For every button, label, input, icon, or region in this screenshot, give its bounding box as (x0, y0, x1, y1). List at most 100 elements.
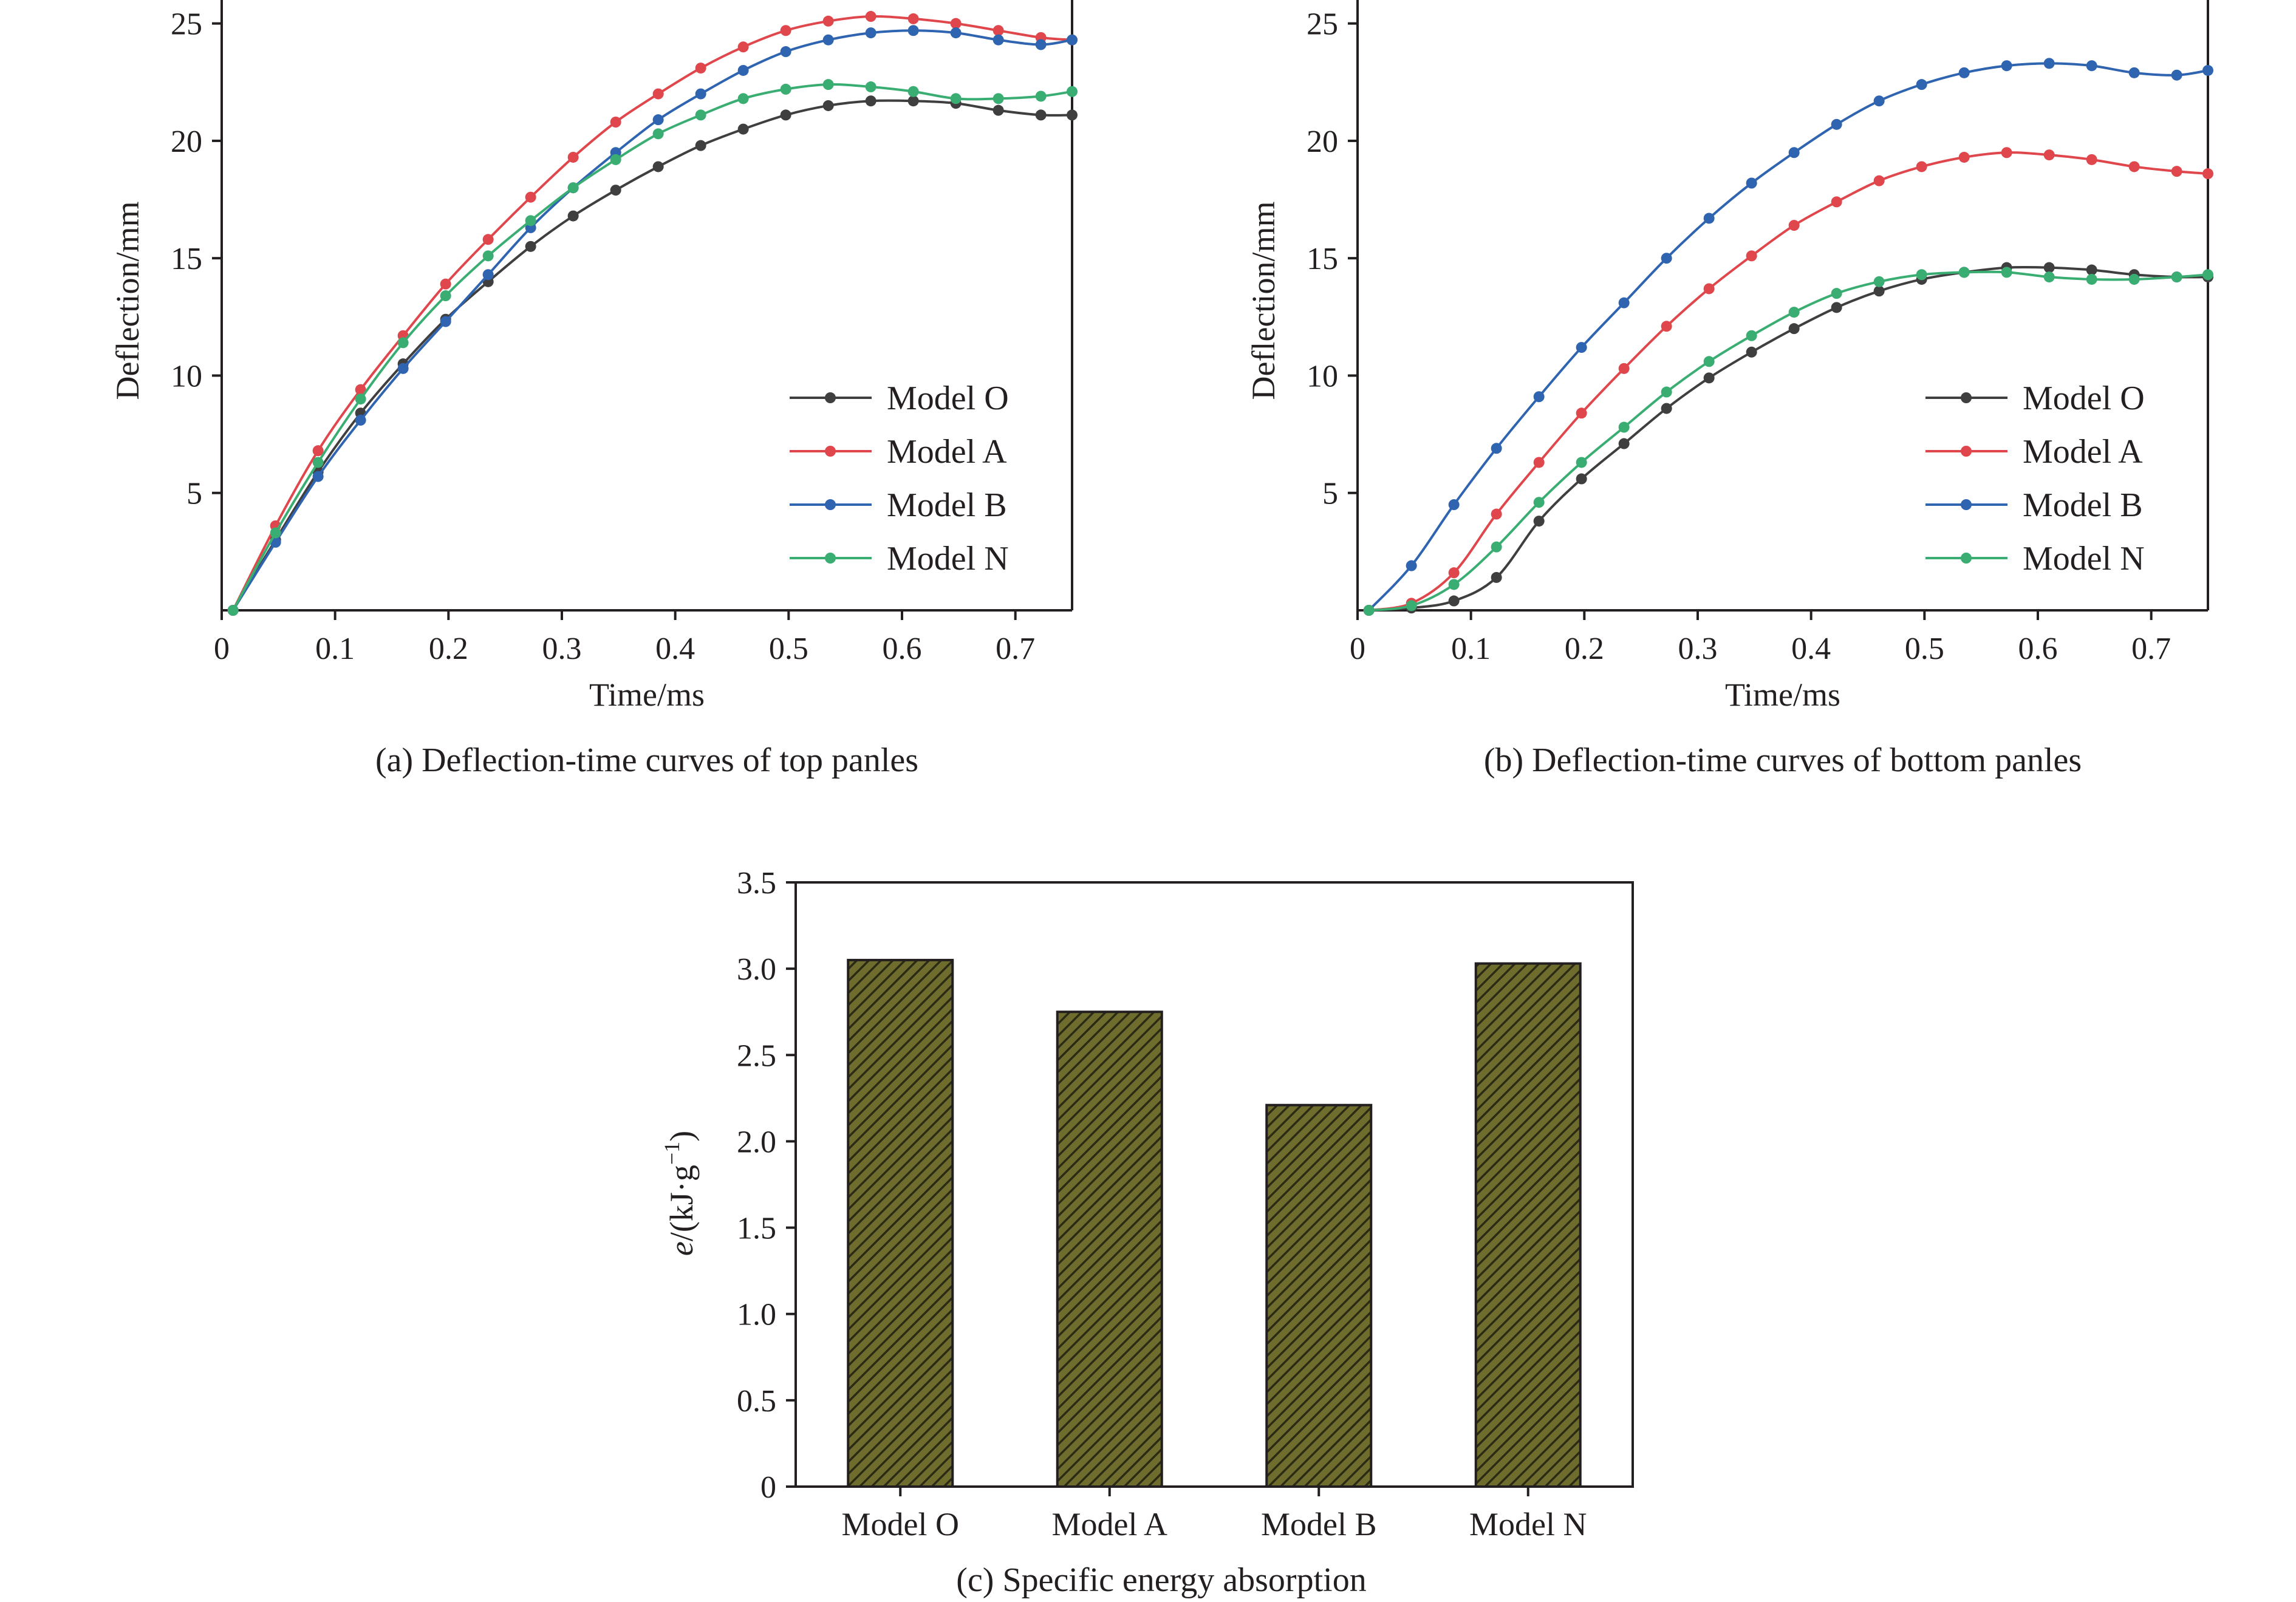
y-axis-label-c-unit: /(kJ·g (663, 1165, 700, 1241)
data-point-model-a-b (2171, 166, 2182, 177)
data-point-model-a-b (1703, 283, 1715, 295)
data-point-model-o-b (1873, 285, 1885, 297)
data-point-model-o-a (737, 123, 749, 135)
data-point-model-a-b (1788, 220, 1800, 231)
data-point-model-b-b (2128, 67, 2140, 78)
data-point-model-n-a (737, 93, 749, 104)
legend-marker-model-a-b (1961, 446, 1972, 457)
data-point-model-b-a (780, 46, 791, 58)
data-point-model-n-b (1916, 269, 1927, 281)
data-point-model-b-b (2086, 60, 2097, 72)
data-point-model-a-a (993, 25, 1004, 36)
data-point-model-n-a (525, 215, 536, 227)
legend-marker-model-b-b (1961, 499, 1972, 510)
legend-marker-model-o-b (1961, 392, 1972, 403)
data-point-model-a-b (1533, 457, 1545, 468)
series-line-model-b-b (1368, 62, 2209, 612)
data-point-model-n-a (227, 605, 239, 616)
data-point-model-o-a (610, 185, 621, 196)
data-point-model-n-b (1958, 267, 1970, 278)
data-point-model-n-a (993, 93, 1004, 104)
x-axis-label-b: Time/ms (1725, 677, 1840, 713)
data-point-model-b-b (1576, 342, 1587, 353)
y-tick-label-a: 5 (186, 477, 202, 511)
data-point-model-o-a (907, 95, 919, 107)
data-point-model-a-a (610, 117, 621, 128)
data-point-model-o-a (567, 210, 579, 222)
data-point-model-n-b (1618, 421, 1630, 433)
plot-area-b: 0 0.1 0.2 0.3 0.4 0.5 0.6 0.7 5 10 15 20 25 Model O Mo… (1307, 0, 2213, 666)
data-point-model-b-b (1916, 79, 1927, 90)
data-point-model-n-a (780, 83, 791, 95)
chart-panel-b: 0 0.1 0.2 0.3 0.4 0.5 0.6 0.7 5 10 15 20 25 Model O Mo… (1245, 0, 2213, 779)
y-tick-label-b: 5 (1322, 477, 1338, 511)
data-point-model-o-a (695, 140, 706, 151)
y-axis-label-c-exponent: −1 (660, 1142, 684, 1165)
legend-marker-model-b-a (825, 499, 836, 510)
series-line-model-o-a (231, 99, 1073, 612)
data-point-model-b-b (1533, 391, 1545, 403)
data-point-model-o-b (1746, 346, 1757, 358)
data-point-model-n-b (1746, 330, 1757, 341)
data-point-model-a-a (907, 13, 919, 24)
data-point-model-n-a (312, 457, 324, 468)
data-point-model-n-b (1448, 579, 1460, 590)
legend-label-model-b-b: Model B (2023, 486, 2143, 524)
data-point-model-b-a (652, 114, 664, 126)
x-tick-label-a: 0.6 (883, 632, 922, 666)
data-point-model-o-a (1035, 109, 1047, 121)
data-point-model-n-a (907, 86, 919, 97)
x-tick-label-b: 0.2 (1565, 632, 1604, 666)
legend-label-model-b-a: Model B (887, 486, 1007, 524)
data-point-model-a-b (2043, 149, 2055, 161)
legend-marker-model-a-a (825, 446, 836, 457)
data-point-model-a-a (865, 11, 876, 22)
y-axis-label-c-symbol: e (663, 1241, 700, 1256)
data-point-model-a-b (1958, 151, 1970, 163)
data-point-model-b-b (2001, 60, 2012, 72)
caption-a: (a) Deflection-time curves of top panles (375, 741, 918, 779)
data-point-model-a-a (950, 18, 962, 29)
x-axis-label-a: Time/ms (589, 677, 705, 713)
data-point-model-b-b (2043, 58, 2055, 69)
data-point-model-n-b (1576, 457, 1587, 468)
data-point-model-n-a (270, 527, 281, 539)
data-point-model-n-b (1533, 497, 1545, 508)
data-point-model-n-b (1873, 276, 1885, 287)
y-tick-label-a: 25 (171, 7, 202, 42)
data-point-model-b-b (1746, 177, 1757, 189)
data-point-model-o-b (1831, 302, 1842, 313)
x-tick-label-b: 0 (1350, 632, 1365, 666)
x-tick-label-a: 0.5 (769, 632, 808, 666)
data-point-model-n-a (695, 109, 706, 121)
data-point-model-n-a (567, 182, 579, 194)
data-point-model-n-b (2086, 273, 2097, 285)
data-point-model-n-a (482, 250, 494, 262)
y-tick-label-b: 15 (1307, 242, 1338, 276)
data-point-model-o-a (993, 104, 1004, 116)
bar-model-n (1474, 962, 1582, 1488)
data-point-model-b-b (1448, 499, 1460, 511)
y-tick-label-b: 10 (1307, 359, 1338, 394)
data-point-model-o-a (865, 95, 876, 107)
data-point-model-n-a (865, 81, 876, 93)
data-point-model-a-a (312, 445, 324, 457)
data-point-model-a-b (1448, 567, 1460, 579)
legend-label-model-o-b: Model O (2023, 380, 2145, 417)
x-tick-label-a: 0.7 (996, 632, 1035, 666)
data-point-model-a-a (822, 15, 834, 27)
legend-marker-model-n-b (1961, 553, 1972, 564)
data-point-model-a-b (1873, 175, 1885, 186)
x-tick-label-a: 0.1 (315, 632, 355, 666)
data-point-model-b-b (1831, 118, 1842, 130)
data-point-model-b-a (397, 363, 409, 374)
data-point-model-b-a (355, 414, 366, 426)
data-point-model-n-a (610, 154, 621, 165)
data-point-model-a-a (780, 25, 791, 36)
data-point-model-b-a (482, 269, 494, 281)
legend-marker-model-o-a (825, 392, 836, 403)
data-point-model-a-b (1661, 321, 1672, 332)
data-point-model-o-a (780, 109, 791, 121)
series-line-model-n-b (1368, 270, 2209, 612)
